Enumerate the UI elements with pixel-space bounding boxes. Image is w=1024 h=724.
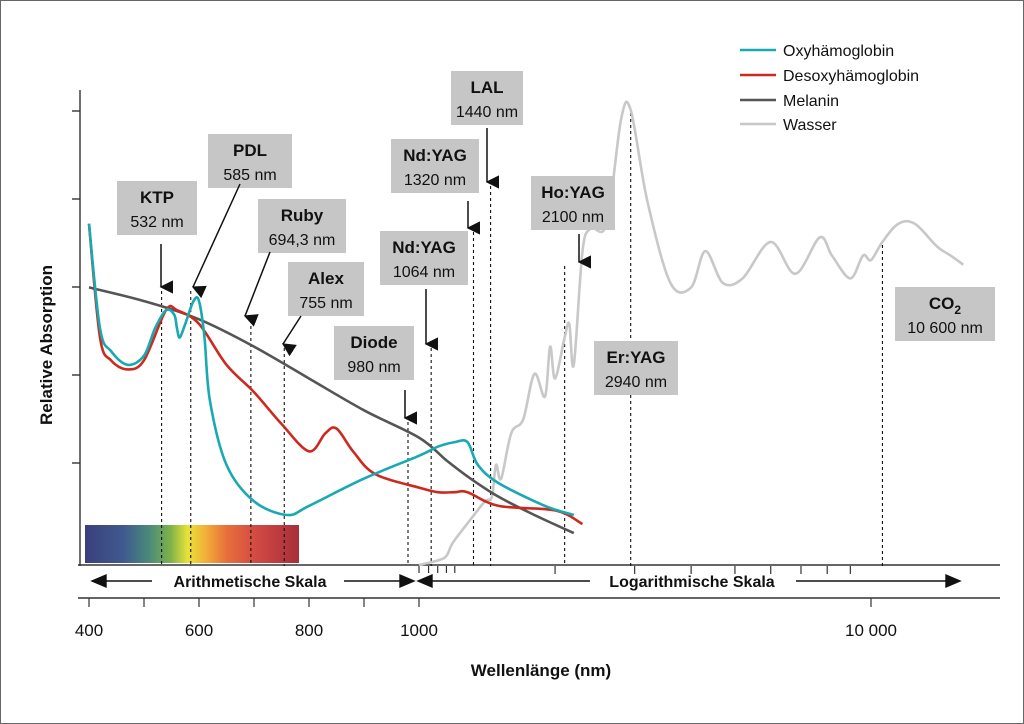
y-ticks	[72, 110, 80, 464]
callout-box	[258, 199, 346, 253]
laser-name: PDL	[233, 141, 267, 160]
callout-box	[391, 139, 479, 193]
callout-diode-980: Diode 980 nm	[334, 326, 418, 425]
logarithmic-scale-label: Logarithmische Skala	[609, 574, 774, 591]
callout-ndyag-1320: Nd:YAG 1320 nm	[391, 139, 481, 235]
legend-label-oxy: Oxyhämoglobin	[783, 43, 894, 60]
laser-name: LAL	[470, 78, 503, 97]
laser-wavelength: 755 nm	[299, 295, 352, 312]
laser-wavelength: 1320 nm	[404, 172, 466, 189]
callout-arrow	[281, 315, 302, 357]
series-melanin-line	[88, 286, 575, 535]
logarithmic-scale-indicator	[416, 573, 962, 589]
laser-wavelength: 532 nm	[130, 214, 183, 231]
callout-ruby-694.3: Ruby 694,3 nm	[243, 199, 346, 327]
callout-hoyag-2100: Ho:YAG 2100 nm	[531, 176, 615, 269]
x-tick-label-400: 400	[75, 621, 103, 640]
laser-wavelength: 10 600 nm	[907, 320, 983, 337]
visible-spectrum-bar	[85, 525, 299, 563]
series-desoxyhaemoglobin-line	[87, 223, 584, 526]
callout-box	[288, 262, 364, 316]
callout-pdl-585: PDL 585 nm	[191, 134, 292, 299]
laser-wavelength: 2940 nm	[605, 374, 667, 391]
y-axis-title: Relative Absorption	[37, 265, 56, 425]
legend-label-desoxy: Desoxyhämoglobin	[783, 68, 919, 85]
laser-name: Nd:YAG	[392, 238, 456, 257]
x-ticks	[88, 566, 872, 607]
callout-arrow	[191, 183, 241, 299]
callout-box	[117, 181, 197, 235]
callout-box	[208, 134, 292, 188]
x-axis-title: Wellenlänge (nm)	[471, 661, 611, 680]
callout-ndyag-1064: Nd:YAG 1064 nm	[380, 231, 468, 351]
laser-name: KTP	[140, 188, 174, 207]
laser-name: Alex	[308, 269, 344, 288]
callout-eryag-2940: Er:YAG 2940 nm	[594, 341, 678, 395]
laser-name: Ho:YAG	[541, 183, 605, 202]
laser-wavelength: 1064 nm	[393, 264, 455, 281]
laser-name: Er:YAG	[607, 348, 666, 367]
absorption-curves	[87, 100, 965, 567]
callout-box	[334, 326, 414, 380]
arithmetic-scale-indicator	[90, 573, 416, 589]
callout-box	[531, 176, 615, 230]
laser-wavelength: 585 nm	[223, 167, 276, 184]
legend-label-melanin: Melanin	[783, 93, 839, 110]
laser-wavelength: 1440 nm	[456, 104, 518, 121]
x-tick-label-10000: 10 000	[845, 621, 897, 640]
callout-lal-1440: LAL 1440 nm	[451, 71, 523, 189]
x-tick-label-600: 600	[185, 621, 213, 640]
legend-label-wasser: Wasser	[783, 117, 837, 134]
callout-box	[451, 71, 523, 125]
callout-box	[895, 287, 995, 341]
callout-box	[594, 341, 678, 395]
arithmetic-scale-label: Arithmetische Skala	[174, 574, 327, 591]
laser-name: CO2	[929, 294, 962, 317]
laser-wavelength: 694,3 nm	[269, 232, 336, 249]
callout-ktp-532: KTP 532 nm	[117, 181, 197, 294]
callout-arrow	[243, 251, 271, 327]
callout-co2-10600: CO2 10 600 nm	[895, 287, 995, 341]
laser-callouts: KTP 532 nm PDL 585 nm Ruby 694,3 nm Alex 755 nm…	[117, 71, 995, 425]
laser-name: Ruby	[281, 206, 324, 225]
series-wasser-line	[418, 100, 965, 567]
x-tick-label-800: 800	[295, 621, 323, 640]
legend: Oxyhämoglobin Desoxyhämoglobin Melanin W…	[740, 43, 919, 134]
laser-wavelength: 2100 nm	[542, 209, 604, 226]
laser-name: Diode	[350, 333, 397, 352]
callout-box	[380, 231, 468, 285]
laser-wavelength: 980 nm	[347, 359, 400, 376]
laser-guide-lines	[161, 113, 883, 566]
series-oxyhaemoglobin-line	[87, 223, 575, 517]
callout-alex-755: Alex 755 nm	[281, 262, 364, 357]
laser-name: Nd:YAG	[403, 146, 467, 165]
x-tick-label-1000: 1000	[400, 621, 438, 640]
